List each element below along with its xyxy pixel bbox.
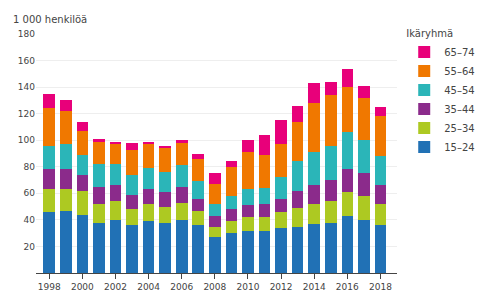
svg-text:60: 60 [24,188,36,198]
svg-text:140: 140 [18,82,35,92]
svg-text:1998: 1998 [38,282,61,292]
svg-text:Ikäryhmä: Ikäryhmä [406,28,453,39]
svg-text:2000: 2000 [71,282,94,292]
svg-text:100: 100 [18,135,35,145]
svg-text:20: 20 [24,242,36,252]
svg-text:2016: 2016 [336,282,359,292]
svg-text:2018: 2018 [369,282,392,292]
svg-text:2014: 2014 [303,282,326,292]
svg-text:45–54: 45–54 [444,85,474,96]
svg-text:2010: 2010 [237,282,260,292]
svg-text:180: 180 [18,29,35,39]
svg-text:15–24: 15–24 [444,142,474,153]
svg-text:120: 120 [18,109,35,119]
svg-text:1 000 henkilöä: 1 000 henkilöä [13,14,87,25]
svg-text:2004: 2004 [137,282,160,292]
svg-text:2008: 2008 [203,282,226,292]
svg-text:80: 80 [24,162,36,172]
svg-text:65–74: 65–74 [444,47,474,58]
svg-text:2006: 2006 [170,282,193,292]
svg-text:160: 160 [18,56,35,66]
svg-text:2002: 2002 [104,282,127,292]
svg-text:55–64: 55–64 [444,66,474,77]
svg-text:2012: 2012 [270,282,293,292]
svg-text:35–44: 35–44 [444,104,474,115]
svg-text:40: 40 [24,215,36,225]
svg-text:25–34: 25–34 [444,123,474,134]
